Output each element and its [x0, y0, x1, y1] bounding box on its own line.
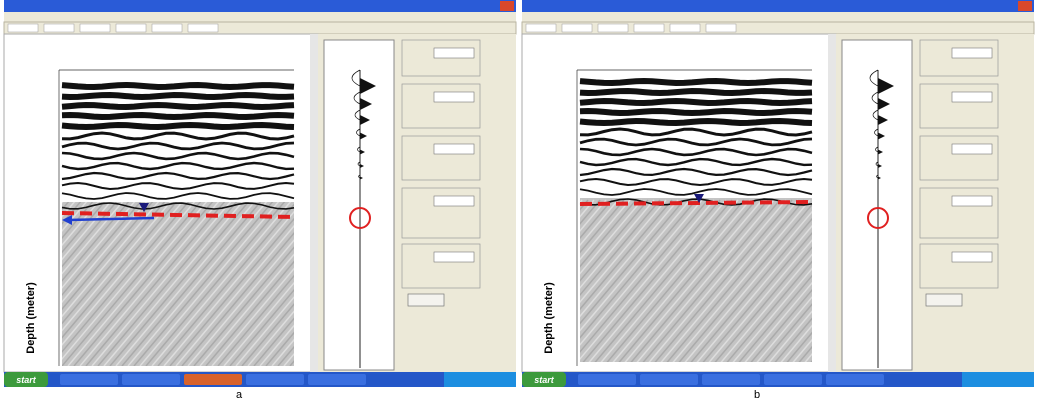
menu-bar [4, 12, 516, 22]
depth-label: Depth (meter) [25, 282, 37, 354]
toolbar-field [152, 24, 182, 32]
taskbar-item[interactable] [308, 374, 366, 385]
app-window: Depth (meter) start a [0, 0, 516, 401]
radargram-top [580, 78, 812, 198]
taskbar-item[interactable] [60, 374, 118, 385]
taskbar-item[interactable] [122, 374, 180, 385]
toolbar-field [116, 24, 146, 32]
reflection-band [580, 101, 812, 103]
reflection-band [62, 105, 294, 107]
taskbar-item[interactable] [246, 374, 304, 385]
taskbar-item[interactable] [826, 374, 884, 385]
toolbar-field [598, 24, 628, 32]
control-field [952, 92, 992, 102]
radargram-top [62, 82, 294, 202]
control-field [434, 252, 474, 262]
toolbar-field [706, 24, 736, 32]
toolbar-field [80, 24, 110, 32]
reflection-band [62, 95, 294, 97]
trace-panel [324, 40, 394, 370]
reflection-band [580, 81, 812, 83]
caption: b [754, 389, 760, 401]
control-field [952, 144, 992, 154]
taskbar-item[interactable] [184, 374, 242, 385]
control-field [434, 48, 474, 58]
control-field [434, 92, 474, 102]
scrollbar [828, 34, 836, 372]
toolbar-field [634, 24, 664, 32]
button[interactable] [408, 294, 444, 306]
button[interactable] [926, 294, 962, 306]
control-field [434, 196, 474, 206]
control-field [434, 144, 474, 154]
reflection-band [580, 111, 812, 113]
caption: a [236, 389, 243, 401]
control-field [952, 252, 992, 262]
taskbar-item[interactable] [764, 374, 822, 385]
start-label[interactable]: start [16, 375, 37, 385]
toolbar-field [562, 24, 592, 32]
system-tray [962, 372, 1034, 387]
reflection-band [62, 115, 294, 117]
close-button[interactable] [1018, 1, 1032, 11]
scrollbar [310, 34, 318, 372]
trace-panel [842, 40, 912, 370]
control-field [952, 196, 992, 206]
reflection-band [580, 91, 812, 93]
control-field [952, 48, 992, 58]
toolbar-field [8, 24, 38, 32]
start-label[interactable]: start [534, 375, 555, 385]
taskbar-item[interactable] [640, 374, 698, 385]
reflection-band [62, 125, 294, 127]
menu-bar [522, 12, 1034, 22]
depth-label: Depth (meter) [543, 282, 555, 354]
screenshot: Depth (meter) start a Depth (meter) start b [0, 0, 1038, 401]
taskbar-item[interactable] [578, 374, 636, 385]
toolbar-field [526, 24, 556, 32]
toolbar-field [188, 24, 218, 32]
taskbar-item[interactable] [702, 374, 760, 385]
page: {"panels": [ {"caption": "a", "depth_lab… [0, 0, 1038, 401]
title-bar [522, 0, 1034, 12]
noise-streak [0, 200, 4, 366]
close-button[interactable] [500, 1, 514, 11]
reflection-band [580, 121, 812, 123]
system-tray [444, 372, 516, 387]
toolbar-field [670, 24, 700, 32]
title-bar [4, 0, 516, 12]
reflection-band [62, 85, 294, 87]
toolbar-field [44, 24, 74, 32]
